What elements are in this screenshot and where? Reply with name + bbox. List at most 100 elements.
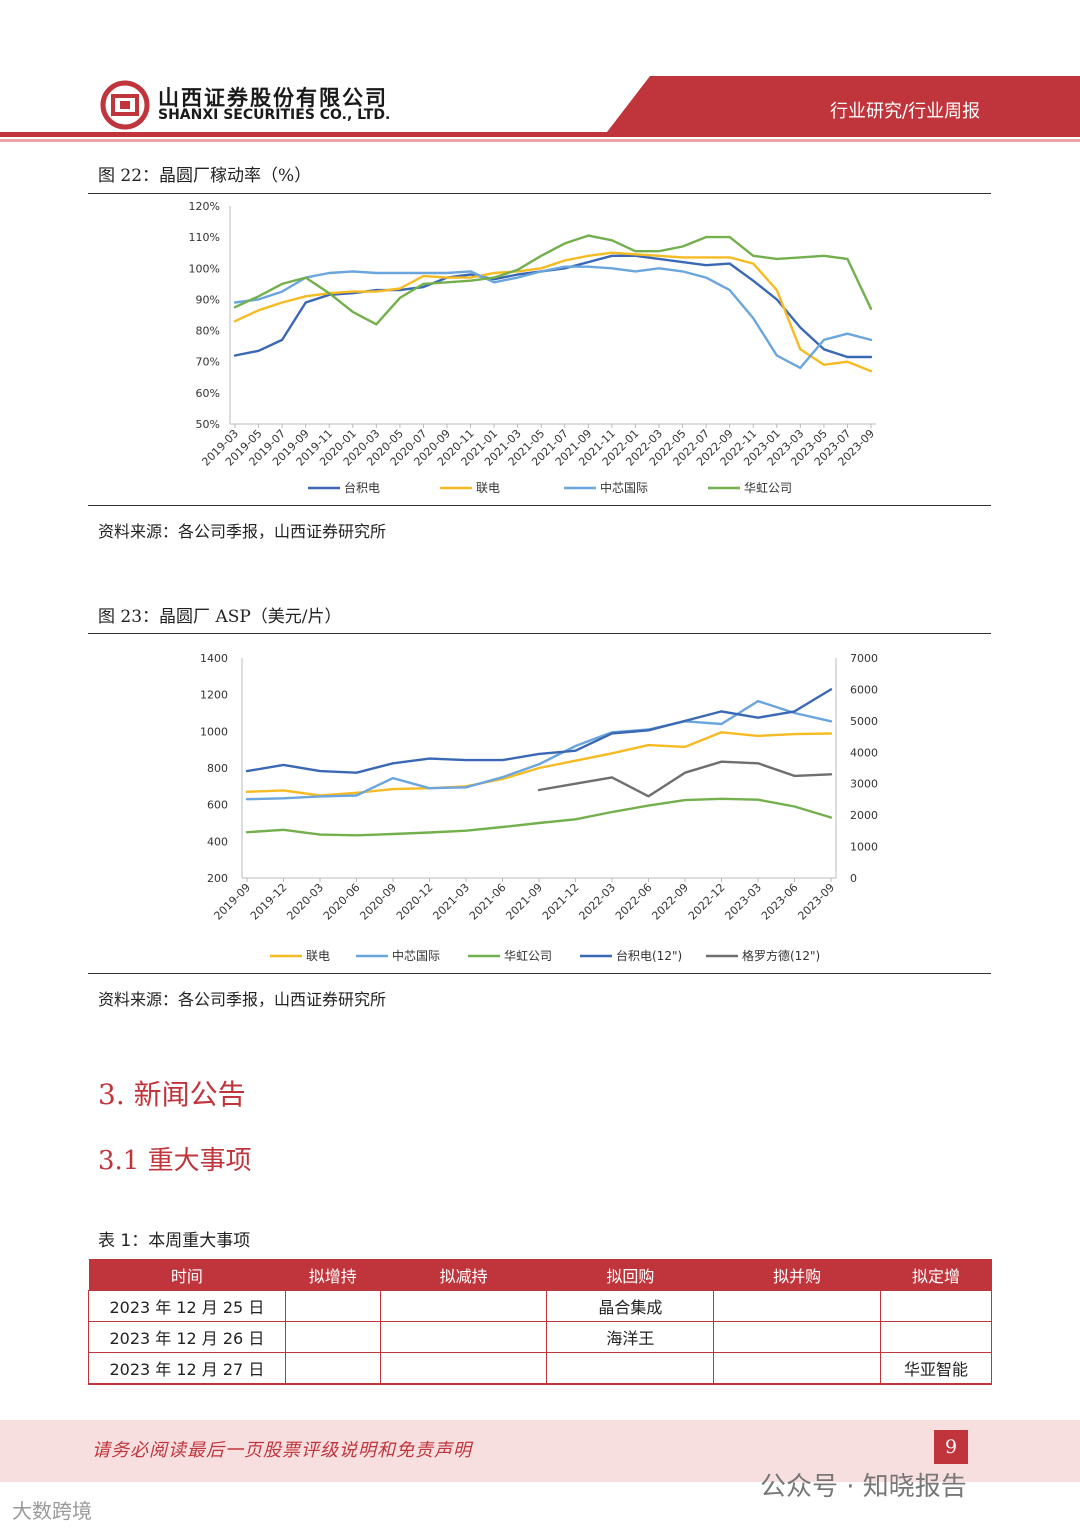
report-type-tag: 行业研究/行业周报: [830, 101, 981, 122]
header-cell: 拟减持: [380, 1259, 547, 1291]
right-tick-label: 5000: [850, 715, 878, 728]
right-tick-label: 7000: [850, 652, 878, 665]
right-tick-label: 0: [850, 872, 857, 885]
x-tick-label: 2022-12: [686, 881, 728, 923]
header-cell: 拟增持: [285, 1259, 381, 1291]
table-cell: [546, 1352, 715, 1385]
left-tick-label: 600: [207, 799, 228, 812]
utilization-rate-chart: 50%60%70%80%90%100%110%120%2019-032019-0…: [189, 200, 878, 495]
x-tick-label: 2023-03: [722, 881, 764, 923]
right-tick-label: 3000: [850, 778, 878, 791]
x-tick-label: 2019-12: [248, 881, 290, 923]
left-tick-label: 1400: [200, 652, 228, 665]
fig22-top-rule: [88, 193, 991, 194]
table-cell: 晶合集成: [546, 1290, 715, 1322]
x-tick-label: 2021-09: [503, 881, 545, 923]
table-cell: [713, 1321, 882, 1353]
x-tick-label: 2019-09: [211, 881, 253, 923]
disclaimer-text: 请务必阅读最后一页股票评级说明和免责声明: [92, 1440, 472, 1461]
table-cell: 2023 年 12 月 26 日: [88, 1321, 286, 1353]
header-cell: 拟定增: [880, 1259, 992, 1291]
series-line-格罗方德(12"): [537, 760, 833, 798]
y-tick-label: 100%: [189, 262, 220, 275]
company-name-en: SHANXI SECURITIES CO., LTD.: [158, 107, 391, 123]
table-cell: [880, 1321, 992, 1353]
y-tick-label: 70%: [196, 356, 220, 369]
legend-label: 联电: [306, 949, 330, 963]
series-line-联电: [233, 251, 873, 373]
page-number: 9: [934, 1430, 968, 1464]
series-line-华虹公司: [233, 234, 873, 326]
y-tick-label: 90%: [196, 293, 220, 306]
fig22-bottom-rule: [88, 505, 991, 506]
section-heading: 3. 新闻公告: [98, 1078, 246, 1111]
legend-label: 台积电: [344, 480, 380, 495]
company-name-cn: 山西证券股份有限公司: [158, 86, 388, 110]
series-line-台积电: [233, 254, 873, 359]
legend-label: 华虹公司: [744, 481, 792, 495]
x-tick-label: 2023-09: [795, 881, 837, 923]
company-logo-icon: [100, 80, 150, 130]
table-cell: [284, 1321, 381, 1353]
series-line-中芯国际: [245, 699, 833, 801]
legend-label: 台积电(12"): [616, 948, 682, 963]
table-cell: [284, 1290, 381, 1322]
right-tick-label: 4000: [850, 746, 878, 759]
y-tick-label: 120%: [189, 200, 220, 213]
header-cell: 拟回购: [546, 1259, 714, 1291]
table-header-row: 时间 拟增持 拟减持 拟回购 拟并购 拟定增: [88, 1259, 992, 1291]
y-tick-label: 60%: [196, 387, 220, 400]
right-tick-label: 6000: [850, 683, 878, 696]
table-cell: [713, 1352, 882, 1385]
fig23-bottom-rule: [88, 973, 991, 974]
series-line-华虹公司: [245, 797, 833, 837]
legend-label: 中芯国际: [600, 480, 648, 495]
x-tick-label: 2022-09: [649, 881, 691, 923]
fig22-caption: 图 22：晶圆厂稼动率（%）: [98, 166, 312, 186]
header-cell: 拟并购: [713, 1259, 881, 1291]
table-cell: [379, 1321, 548, 1353]
header-banner: [0, 76, 1080, 142]
legend-label: 格罗方德(12"): [742, 948, 820, 963]
x-tick-label: 2021-06: [467, 881, 509, 923]
subsection-heading: 3.1 重大事项: [98, 1146, 252, 1176]
table-cell: [880, 1290, 992, 1322]
legend-label: 中芯国际: [392, 948, 440, 963]
x-tick-label: 2020-09: [357, 881, 399, 923]
table-cell: 海洋王: [546, 1321, 715, 1353]
table-cell: 2023 年 12 月 25 日: [88, 1290, 286, 1322]
asp-chart: 200 400 600 800 1000 1200 1400 0 1000 2000 3000 400…: [200, 652, 878, 963]
fig23-top-rule: [88, 633, 991, 634]
page-header: 山西证券股份有限公司 SHANXI SECURITIES CO., LTD. 行…: [0, 0, 1080, 150]
right-tick-label: 1000: [850, 841, 878, 854]
table-row: 2023 年 12 月 27 日 华亚智能: [88, 1352, 992, 1385]
major-events-table: 时间 拟增持 拟减持 拟回购 拟并购 拟定增 2023 年 12 月 25 日 …: [88, 1259, 992, 1385]
x-tick-label: 2021-12: [540, 881, 582, 923]
table1-caption: 表 1：本周重大事项: [98, 1231, 251, 1251]
left-tick-label: 400: [207, 835, 228, 848]
table-cell: [379, 1352, 548, 1385]
x-tick-label: 2023-06: [759, 881, 801, 923]
table-cell: [379, 1290, 548, 1322]
fig23-source: 资料来源：各公司季报，山西证券研究所: [98, 990, 387, 1009]
y-tick-label: 50%: [196, 418, 220, 431]
x-tick-label: 2021-03: [430, 881, 472, 923]
page-footer: [0, 1420, 1080, 1482]
table-cell: [284, 1352, 381, 1385]
fig22-source: 资料来源：各公司季报，山西证券研究所: [98, 522, 387, 541]
table-row: 2023 年 12 月 26 日 海洋王: [88, 1321, 992, 1353]
series-line-中芯国际: [233, 265, 873, 370]
header-cell: 时间: [88, 1259, 286, 1291]
legend-label: 华虹公司: [504, 949, 552, 963]
right-tick-label: 2000: [850, 809, 878, 822]
left-tick-label: 1000: [200, 725, 228, 738]
x-tick-label: 2020-12: [394, 881, 436, 923]
table-cell: 2023 年 12 月 27 日: [88, 1352, 286, 1385]
series-line-台积电(12"): [245, 688, 833, 774]
legend-label: 联电: [476, 481, 500, 495]
table-row: 2023 年 12 月 25 日 晶合集成: [88, 1290, 992, 1322]
left-tick-label: 800: [207, 762, 228, 775]
y-tick-label: 80%: [196, 325, 220, 338]
series-line-联电: [245, 731, 833, 797]
table-cell: [713, 1290, 882, 1322]
